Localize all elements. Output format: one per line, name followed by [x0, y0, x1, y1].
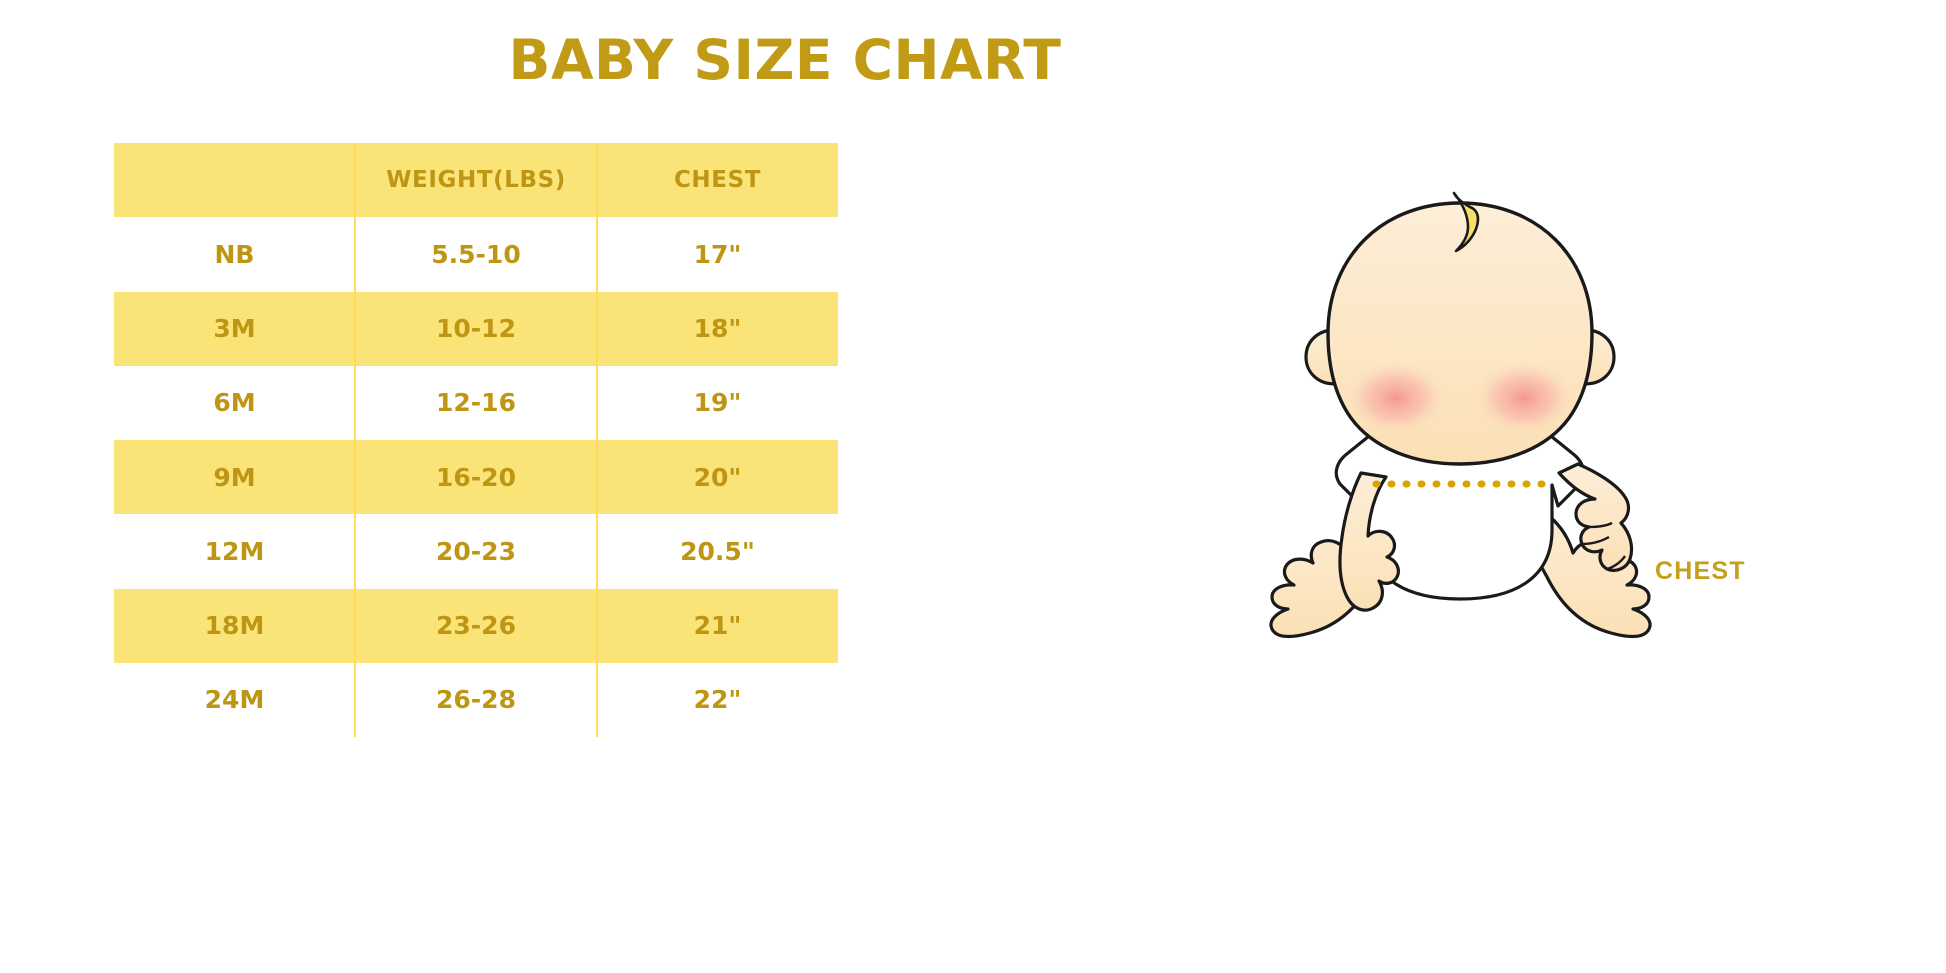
table-row: 24M 26-28 22" [114, 662, 838, 737]
table-column-divider-2 [596, 143, 598, 737]
cell-chest: 17" [693, 239, 742, 269]
cell-size: 24M [204, 685, 265, 715]
cell-weight: 10-12 [436, 314, 516, 344]
table-row: 3M 10-12 18" [114, 291, 838, 366]
cell-chest: 20.5" [680, 536, 755, 566]
table-row: 18M 23-26 21" [114, 588, 838, 663]
chest-measure-label: CHEST [1655, 557, 1746, 585]
cell-weight: 26-28 [436, 685, 516, 715]
cell-size: NB [214, 239, 255, 269]
cell-weight: 5.5-10 [431, 239, 521, 269]
cell-size: 18M [204, 611, 265, 641]
cell-chest: 20" [693, 462, 742, 492]
cell-chest: 18" [693, 314, 742, 344]
cell-size: 3M [213, 314, 256, 344]
cell-chest: 22" [693, 685, 742, 715]
baby-head [1304, 191, 1616, 466]
cell-chest: 21" [693, 611, 742, 641]
table-row: 9M 16-20 20" [114, 440, 838, 515]
cell-weight: 16-20 [436, 462, 516, 492]
header-cell-chest: CHEST [673, 167, 762, 194]
baby-left-arm [1338, 471, 1400, 612]
cell-size: 9M [213, 462, 256, 492]
table-row: 6M 12-16 19" [114, 365, 838, 440]
table-row: NB 5.5-10 17" [114, 217, 838, 292]
header-cell-weight: WEIGHT(LBS) [386, 167, 566, 194]
baby-right-arm [1557, 462, 1634, 572]
blush-left [1344, 360, 1448, 436]
baby-size-table: WEIGHT(LBS) CHEST NB 5.5-10 17" 3M 10-12… [114, 143, 838, 737]
baby-illustration [1180, 185, 1740, 685]
table-column-divider-1 [354, 143, 356, 737]
header-cell-size [114, 143, 355, 217]
page-title: BABY SIZE CHART [508, 28, 1062, 92]
cell-weight: 23-26 [436, 611, 516, 641]
cell-weight: 20-23 [436, 536, 516, 566]
hair-curl [1452, 191, 1480, 253]
cell-size: 6M [213, 388, 256, 418]
cell-size: 12M [204, 536, 265, 566]
cell-weight: 12-16 [436, 388, 516, 418]
blush-right [1472, 360, 1576, 436]
cell-chest: 19" [693, 388, 742, 418]
table-header-row: WEIGHT(LBS) CHEST [114, 143, 838, 218]
table-row: 12M 20-23 20.5" [114, 514, 838, 589]
